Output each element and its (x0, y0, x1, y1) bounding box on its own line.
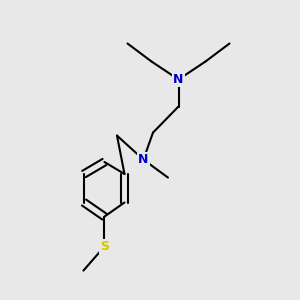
Text: S: S (100, 240, 109, 253)
Text: N: N (173, 73, 184, 86)
Text: N: N (138, 153, 148, 166)
